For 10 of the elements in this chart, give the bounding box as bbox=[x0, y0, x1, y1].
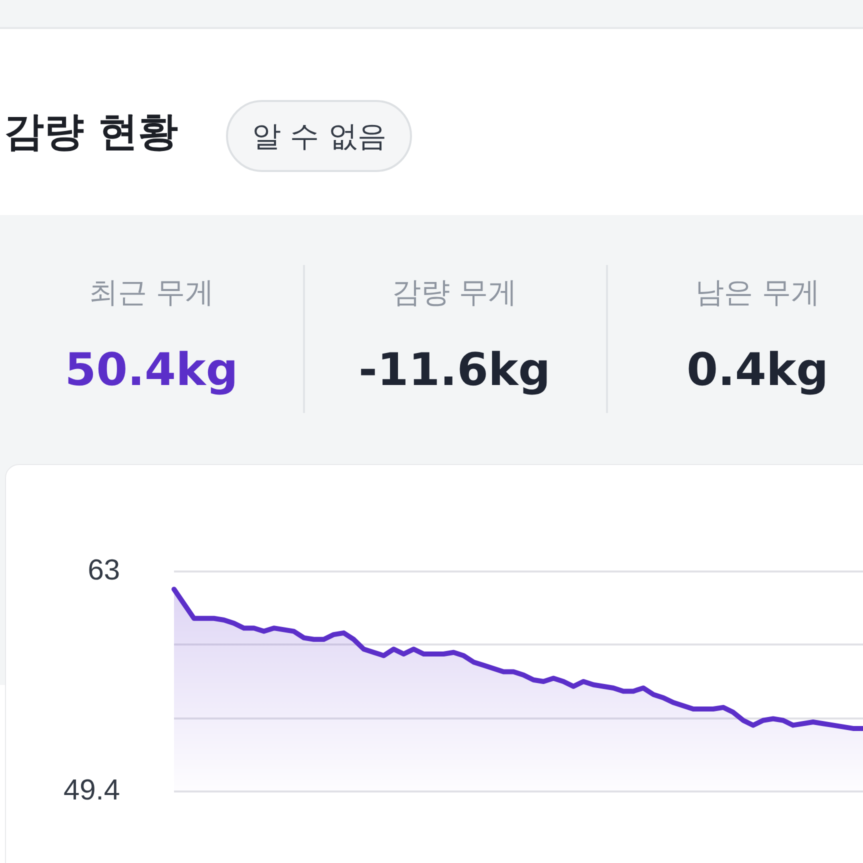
y-tick-label: 63 bbox=[88, 554, 120, 586]
text: 최근 무게 bbox=[88, 274, 216, 311]
text: -11.6kg bbox=[358, 343, 552, 396]
chart-title: 감량 현황 bbox=[4, 108, 178, 157]
y-tick-label: 49.4 bbox=[64, 774, 120, 807]
text: 감량 무게 bbox=[390, 274, 518, 311]
text: 50.4kg bbox=[64, 343, 240, 396]
text: 0.4kg bbox=[686, 343, 830, 396]
text: 남은 무게 bbox=[694, 274, 822, 311]
chart-subtitle: 알 수 없음 bbox=[226, 100, 412, 172]
